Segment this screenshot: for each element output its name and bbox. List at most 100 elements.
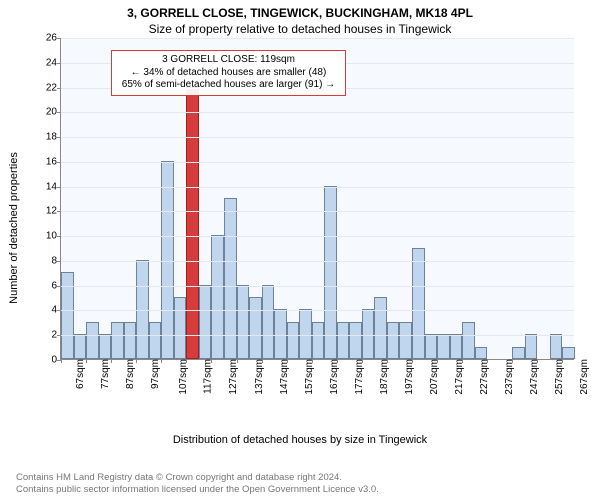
x-tickmark (337, 359, 338, 363)
highlight-annotation: 3 GORRELL CLOSE: 119sqm ← 34% of detache… (111, 50, 346, 96)
x-tick-label: 107sqm (178, 359, 184, 395)
gridline (61, 112, 574, 113)
bar (475, 347, 488, 359)
y-tickmark (57, 335, 61, 336)
bar (312, 322, 325, 359)
bar (211, 235, 224, 359)
y-tick-label: 2 (33, 330, 57, 341)
bar (425, 334, 438, 359)
y-tickmark (57, 310, 61, 311)
y-tickmark (57, 286, 61, 287)
x-tick-label: 147sqm (278, 359, 284, 395)
page-title-desc: Size of property relative to detached ho… (0, 20, 600, 40)
y-tick-label: 18 (33, 132, 57, 143)
x-axis-label: Distribution of detached houses by size … (173, 434, 427, 446)
y-tickmark (57, 38, 61, 39)
x-tickmark (111, 359, 112, 363)
x-tickmark (237, 359, 238, 363)
bar (86, 322, 99, 359)
bar (374, 297, 387, 359)
y-tick-label: 22 (33, 82, 57, 93)
bar (562, 347, 575, 359)
x-tickmark (262, 359, 263, 363)
bar (149, 322, 162, 359)
y-tickmark (57, 112, 61, 113)
x-tick-label: 197sqm (404, 359, 410, 395)
gridline (61, 187, 574, 188)
bar (399, 322, 412, 359)
x-tickmark (387, 359, 388, 363)
x-tickmark (161, 359, 162, 363)
bar (550, 334, 563, 359)
y-tick-label: 20 (33, 107, 57, 118)
page-title-address: 3, GORRELL CLOSE, TINGEWICK, BUCKINGHAM,… (0, 0, 600, 20)
y-tick-label: 26 (33, 33, 57, 44)
x-tick-label: 127sqm (228, 359, 234, 395)
x-tickmark (86, 359, 87, 363)
x-tickmark (437, 359, 438, 363)
y-tickmark (57, 187, 61, 188)
x-tick-label: 257sqm (554, 359, 560, 395)
x-tickmark (186, 359, 187, 363)
x-tickmark (287, 359, 288, 363)
y-tickmark (57, 261, 61, 262)
bar (174, 297, 187, 359)
bar (249, 297, 262, 359)
gridline (61, 162, 574, 163)
x-tickmark (211, 359, 212, 363)
y-tick-label: 12 (33, 206, 57, 217)
gridline (61, 261, 574, 262)
footer-attribution: Contains HM Land Registry data © Crown c… (16, 472, 586, 496)
x-tick-label: 207sqm (429, 359, 435, 395)
bar (525, 334, 538, 359)
x-tickmark (136, 359, 137, 363)
y-tick-label: 0 (33, 355, 57, 366)
y-tick-label: 14 (33, 181, 57, 192)
y-tick-label: 8 (33, 255, 57, 266)
x-tick-label: 247sqm (529, 359, 535, 395)
x-tick-label: 177sqm (354, 359, 360, 395)
gridline (61, 286, 574, 287)
annot-line3: 65% of semi-detached houses are larger (… (118, 79, 339, 92)
plot-area: 02468101214161820222426 67sqm77sqm87sqm9… (60, 38, 574, 360)
x-tickmark (362, 359, 363, 363)
bar (450, 334, 463, 359)
x-tick-label: 97sqm (150, 359, 156, 389)
y-tickmark (57, 88, 61, 89)
y-tick-label: 24 (33, 57, 57, 68)
bar (161, 161, 174, 359)
footer-line2: Contains public sector information licen… (16, 484, 586, 496)
chart-container: Number of detached properties 0246810121… (20, 38, 580, 418)
gridline (61, 211, 574, 212)
y-tickmark (57, 211, 61, 212)
x-tick-label: 77sqm (100, 359, 106, 389)
x-tick-label: 227sqm (479, 359, 485, 395)
gridline (61, 310, 574, 311)
x-tick-label: 117sqm (203, 359, 209, 394)
bar (512, 347, 525, 359)
footer-line1: Contains HM Land Registry data © Crown c… (16, 472, 586, 484)
y-tickmark (57, 162, 61, 163)
y-tick-label: 10 (33, 231, 57, 242)
annot-line2: ← 34% of detached houses are smaller (48… (118, 67, 339, 80)
bar (74, 334, 87, 359)
bar (349, 322, 362, 359)
gridline (61, 137, 574, 138)
y-tick-label: 4 (33, 305, 57, 316)
x-tickmark (537, 359, 538, 363)
annot-line1: 3 GORRELL CLOSE: 119sqm (118, 54, 339, 67)
bar (111, 322, 124, 359)
gridline (61, 236, 574, 237)
x-tick-label: 167sqm (329, 359, 335, 395)
x-tick-label: 87sqm (125, 359, 131, 389)
gridline (61, 335, 574, 336)
x-tick-label: 157sqm (303, 359, 309, 395)
x-tickmark (312, 359, 313, 363)
y-tickmark (57, 137, 61, 138)
bar (124, 322, 137, 359)
x-tickmark (512, 359, 513, 363)
x-tick-label: 67sqm (75, 359, 81, 389)
y-tick-label: 6 (33, 280, 57, 291)
x-tickmark (462, 359, 463, 363)
x-tickmark (412, 359, 413, 363)
